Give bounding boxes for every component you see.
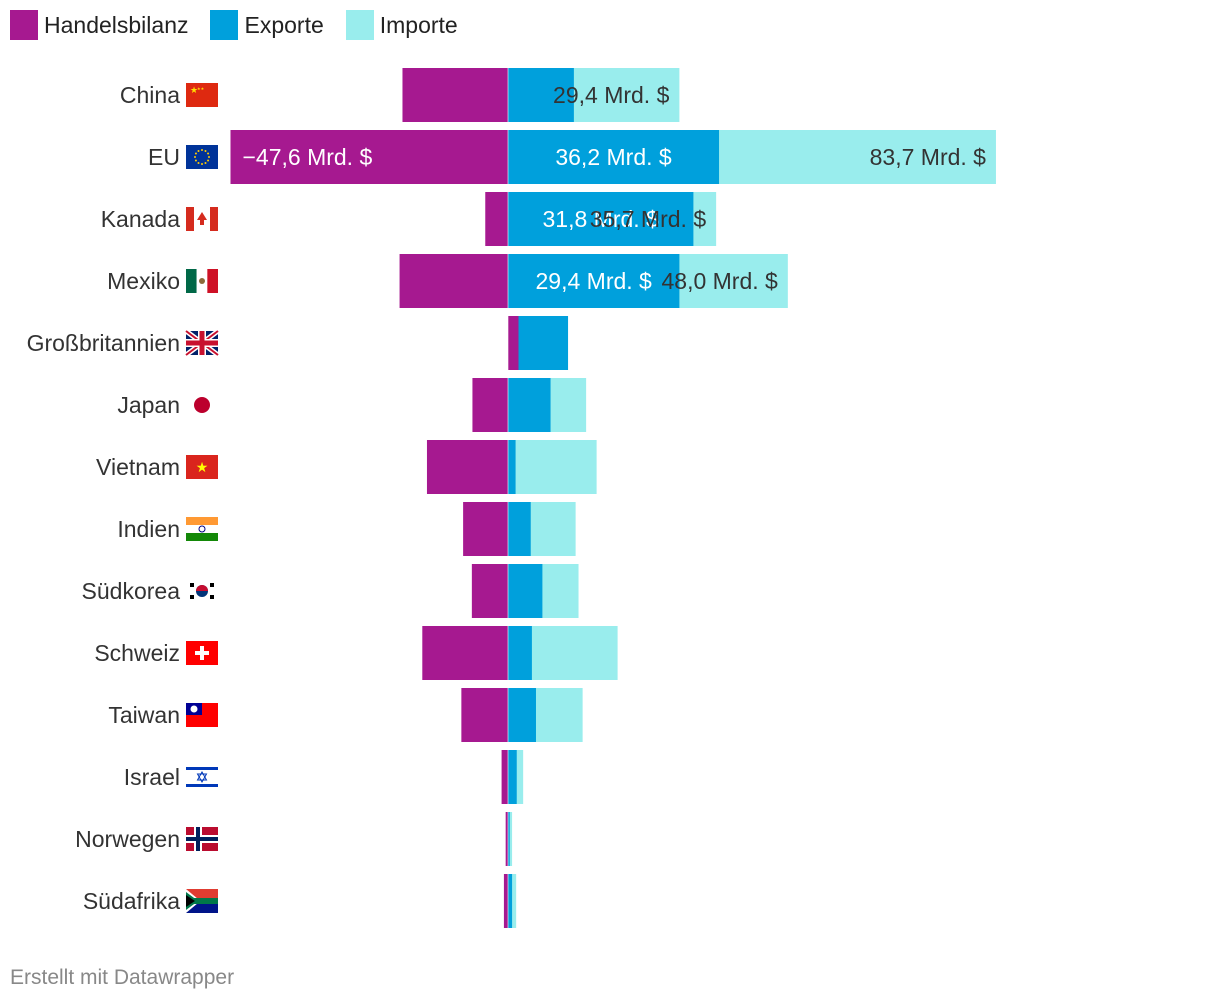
bar-exporte-sudafrika (508, 874, 513, 928)
trade-chart: China ★★★ 29,4 Mrd. $EU −47,6 Mrd. $36,2 Mr… (27, 68, 996, 928)
bar-exporte-china (508, 68, 574, 122)
bar-handelsbilanz-indien (463, 502, 508, 556)
bar-handelsbilanz-japan (472, 378, 508, 432)
bar-handelsbilanz-sudafrika (503, 874, 508, 928)
legend-swatch-importe (345, 10, 374, 40)
data-label-handelsbilanz-eu: −47,6 Mrd. $ (242, 144, 372, 170)
flag-canada-icon (186, 207, 218, 231)
flag-taiwan-icon (186, 703, 218, 727)
bar-handelsbilanz-vietnam (426, 440, 508, 494)
flag-israel-icon (186, 765, 218, 789)
bar-handelsbilanz-taiwan (461, 688, 508, 742)
category-label-mexiko: Mexiko (107, 268, 180, 294)
data-label-exporte-mexiko: 29,4 Mrd. $ (536, 268, 653, 294)
legend-swatch-handelsbilanz (10, 10, 38, 40)
data-label-importe-eu: 83,7 Mrd. $ (870, 144, 987, 170)
bar-handelsbilanz-sudkorea (471, 564, 508, 618)
data-label-importe-mexiko: 48,0 Mrd. $ (661, 268, 778, 294)
legend-item-handelsbilanz: Handelsbilanz (10, 10, 188, 40)
flag-japan-icon (186, 393, 218, 417)
bar-exporte-eu (508, 130, 720, 184)
category-label-schweiz: Schweiz (94, 640, 180, 666)
bar-handelsbilanz-eu (230, 130, 508, 184)
bar-exporte-mexiko (508, 254, 680, 308)
category-label-sudafrika: Südafrika (83, 888, 180, 914)
flag-switzerland-icon (186, 641, 218, 665)
bar-handelsbilanz-kanada (485, 192, 508, 246)
category-label-china: China (120, 82, 180, 108)
legend-label-importe: Importe (379, 11, 458, 38)
bar-importe-norwegen (508, 812, 513, 866)
legend-item-importe: Importe (345, 10, 458, 40)
flag-uk-icon (184, 329, 220, 357)
footer-credit: Erstellt mit Datawrapper (10, 966, 235, 989)
bar-exporte-vietnam (508, 440, 516, 494)
bar-importe-vietnam (508, 440, 597, 494)
legend-item-exporte: Exporte (210, 10, 324, 40)
bar-handelsbilanz-mexiko (399, 254, 508, 308)
category-label-norwegen: Norwegen (75, 826, 180, 852)
flag-south-korea-icon (186, 579, 218, 603)
category-label-japan: Japan (117, 392, 180, 418)
flag-vietnam-icon: ★ (186, 455, 218, 479)
svg-text:★★: ★★ (197, 86, 205, 91)
bar-exporte-taiwan (508, 688, 536, 742)
legend-label-handelsbilanz: Handelsbilanz (44, 11, 189, 38)
bar-exporte-schweiz (508, 626, 532, 680)
category-label-indien: Indien (117, 516, 180, 542)
bar-handelsbilanz-grossbritannien (508, 316, 519, 370)
category-label-taiwan: Taiwan (108, 702, 180, 728)
data-label-exporte-eu: 36,2 Mrd. $ (555, 144, 672, 170)
bar-exporte-israel (508, 750, 517, 804)
bar-exporte-indien (508, 502, 531, 556)
flag-norway-icon (186, 827, 218, 851)
category-label-israel: Israel (124, 764, 180, 790)
category-label-kanada: Kanada (101, 206, 181, 232)
legend: Handelsbilanz Exporte Importe (10, 10, 458, 40)
category-label-eu: EU (148, 144, 180, 170)
bar-handelsbilanz-schweiz (422, 626, 508, 680)
bar-handelsbilanz-israel (501, 750, 508, 804)
flag-china-icon: ★★★ (186, 83, 218, 107)
category-label-vietnam: Vietnam (96, 454, 180, 480)
data-label-importe-kanada: 35,7 Mrd. $ (590, 206, 707, 232)
bar-handelsbilanz-norwegen (505, 812, 508, 866)
flag-mexico-icon (186, 269, 218, 293)
bar-exporte-kanada (508, 192, 694, 246)
legend-label-exporte: Exporte (244, 11, 324, 38)
bar-handelsbilanz-china (402, 68, 508, 122)
flag-india-icon (186, 517, 218, 541)
svg-text:★: ★ (196, 459, 209, 475)
flag-eu-icon (186, 145, 218, 169)
svg-text:★: ★ (190, 85, 198, 95)
data-label-exporte-kanada: 31,8 Mrd. $ (543, 206, 660, 232)
bar-exporte-norwegen (508, 812, 510, 866)
category-label-sudkorea: Südkorea (82, 578, 181, 604)
category-label-grossbritannien: Großbritannien (27, 330, 180, 356)
flag-south-africa-icon (186, 889, 218, 913)
bar-exporte-japan (508, 378, 551, 432)
data-label-importe-china: 29,4 Mrd. $ (553, 82, 670, 108)
bar-exporte-sudkorea (508, 564, 543, 618)
legend-swatch-exporte (210, 10, 239, 40)
